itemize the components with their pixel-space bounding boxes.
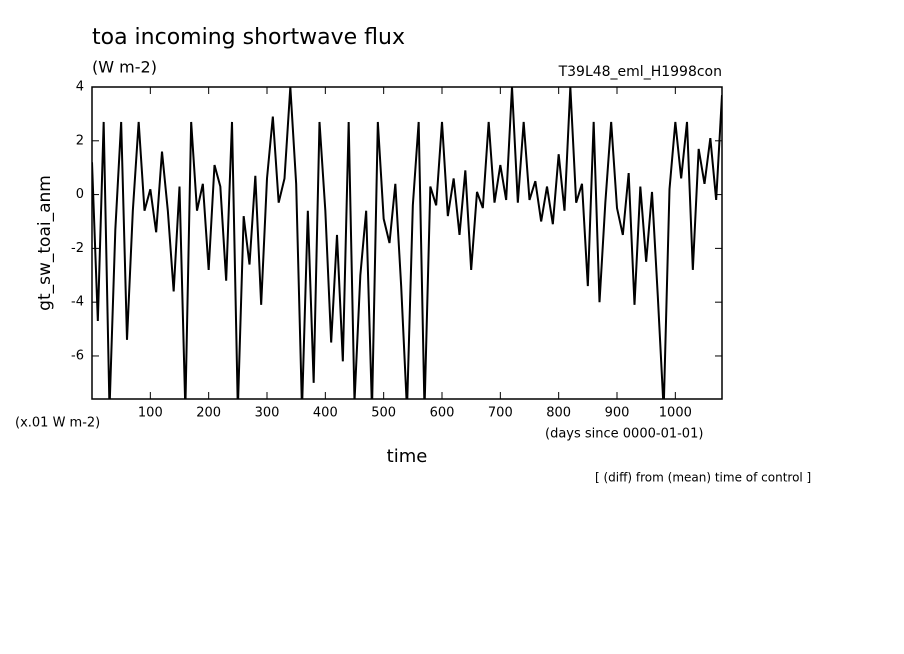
experiment-label: T39L48_eml_H1998con bbox=[558, 64, 722, 80]
x-axis-label: time bbox=[387, 446, 428, 467]
y-tick-label: -2 bbox=[71, 241, 84, 256]
y-tick-label: 0 bbox=[76, 187, 84, 202]
y-tick-label: 4 bbox=[76, 80, 84, 95]
x-tick-label: 100 bbox=[138, 406, 163, 421]
x-tick-label: 300 bbox=[255, 406, 280, 421]
y-tick-label: -6 bbox=[71, 348, 84, 363]
x-unit-label: (days since 0000-01-01) bbox=[545, 427, 703, 442]
x-tick-label: 700 bbox=[488, 406, 513, 421]
x-tick-label: 900 bbox=[605, 406, 630, 421]
x-tick-label: 1000 bbox=[659, 406, 692, 421]
note: [ (diff) from (mean) time of control ] bbox=[595, 471, 811, 485]
x-tick-label: 200 bbox=[196, 406, 221, 421]
y-tick-label: -4 bbox=[71, 295, 84, 310]
y-unit-label: (x.01 W m-2) bbox=[15, 416, 100, 431]
x-tick-label: 800 bbox=[546, 406, 571, 421]
x-tick-label: 600 bbox=[430, 406, 455, 421]
chart-title: toa incoming shortwave flux bbox=[92, 25, 405, 50]
data-line bbox=[92, 87, 722, 399]
y-axis-label: gt_sw_toai_anm bbox=[35, 175, 55, 311]
x-tick-label: 500 bbox=[371, 406, 396, 421]
y-tick-label: 2 bbox=[76, 133, 84, 148]
chart-subtitle: (W m-2) bbox=[92, 58, 157, 77]
x-tick-label: 400 bbox=[313, 406, 338, 421]
plot-area bbox=[92, 87, 722, 399]
